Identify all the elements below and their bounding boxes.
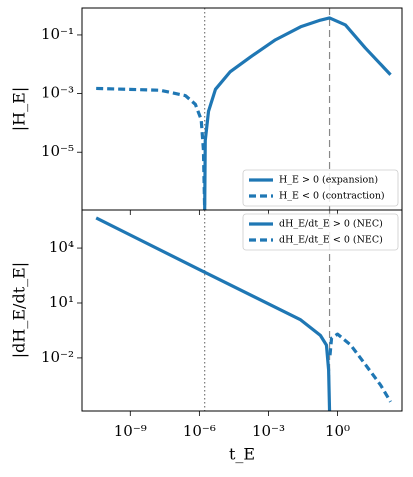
legend-box	[242, 169, 399, 207]
legend-box	[242, 213, 399, 251]
y-axis-label: |H_E|	[10, 87, 29, 131]
y-tick-label: 10¹	[49, 293, 74, 311]
legend-label: H_E < 0 (contraction)	[279, 191, 385, 202]
legend-label: H_E > 0 (expansion)	[279, 175, 378, 186]
data-line	[95, 216, 332, 411]
y-tick-label: 10⁴	[49, 238, 74, 256]
plot-area	[96, 16, 392, 210]
legend-label: dH_E/dt_E < 0 (NEC)	[279, 235, 383, 246]
y-tick-label: 10⁻²	[41, 348, 74, 366]
data-line	[203, 16, 392, 210]
x-axis-label: t_E	[229, 445, 255, 464]
x-tick-label: 10⁻⁹	[114, 422, 147, 440]
x-tick-label: 10⁰	[325, 422, 350, 440]
axes-frame	[81, 209, 403, 412]
data-line	[96, 86, 207, 210]
y-tick-label: 10⁻³	[41, 84, 74, 102]
y-axis-label: |dH_E/dt_E|	[10, 262, 29, 358]
y-tick-label: 10⁻⁵	[41, 142, 74, 160]
x-tick-label: 10⁻⁶	[183, 422, 216, 440]
legend-label: dH_E/dt_E > 0 (NEC)	[279, 219, 383, 230]
plot-area	[95, 216, 392, 411]
y-tick-label: 10⁻¹	[41, 25, 74, 43]
x-tick-label: 10⁻³	[252, 422, 285, 440]
data-line	[328, 332, 392, 403]
